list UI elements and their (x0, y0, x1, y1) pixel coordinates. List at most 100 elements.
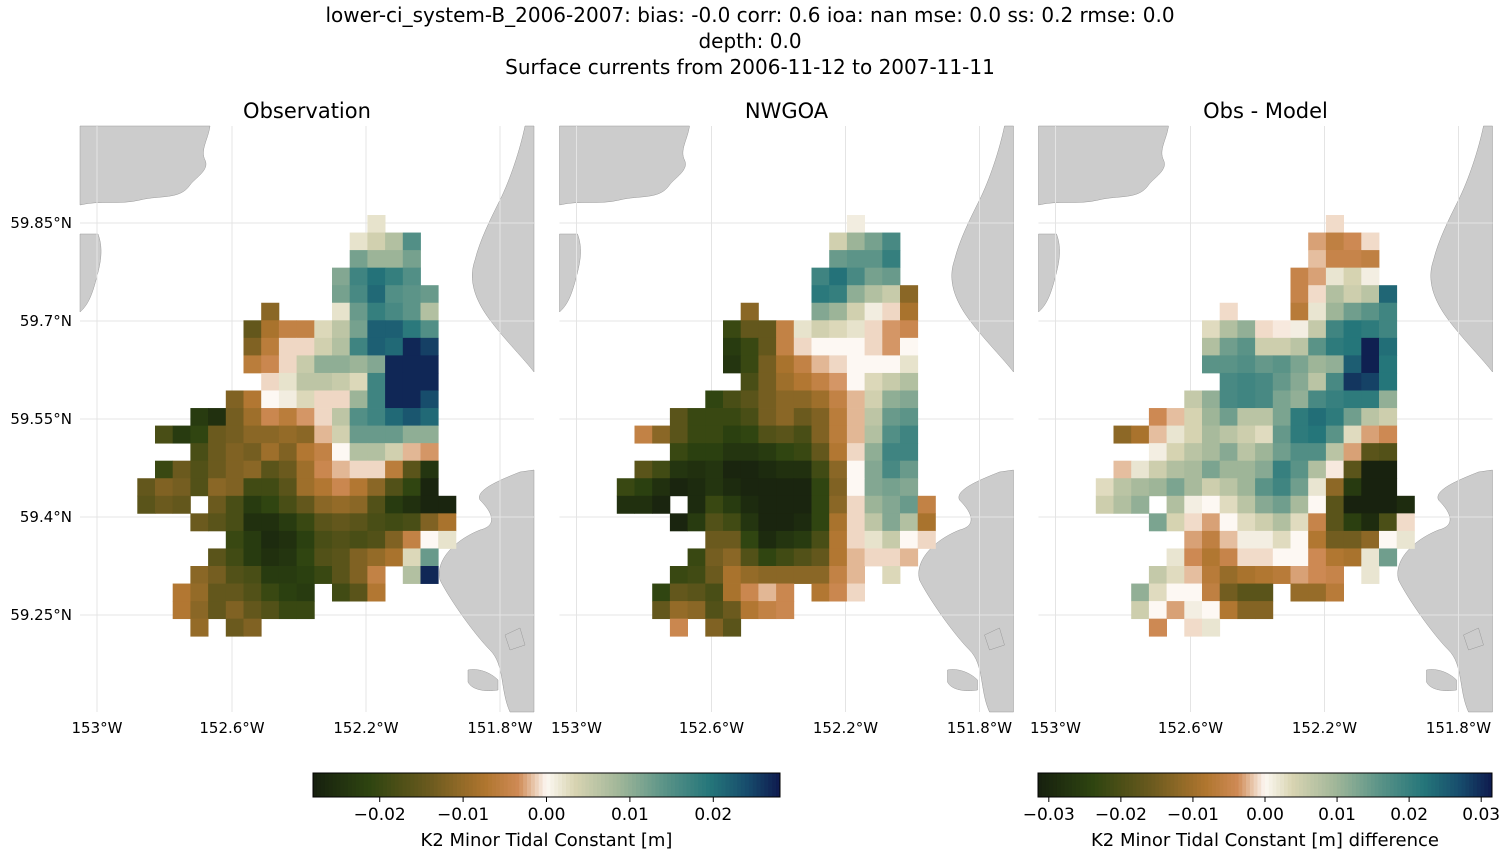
colorbar-segment (565, 773, 571, 797)
heatmap-cell (669, 478, 688, 497)
heatmap-cell (1325, 215, 1344, 233)
heatmap-cell (1361, 355, 1380, 374)
heatmap-cell (776, 478, 795, 497)
colorbar-segment (737, 773, 742, 797)
colorbar-segment (1189, 773, 1194, 797)
colorbar-tick-label: −0.02 (1095, 805, 1147, 825)
colorbar-segment (1321, 773, 1327, 797)
heatmap-cell (1131, 495, 1150, 514)
heatmap-cell (758, 548, 777, 567)
x-tick-label: 153°W (551, 719, 602, 737)
heatmap-cell (829, 408, 848, 426)
y-tick-label: 59.85°N (10, 214, 72, 232)
heatmap-cell (1237, 530, 1256, 549)
heatmap-cell (137, 495, 156, 514)
heatmap-cell (314, 390, 333, 409)
heatmap-cell (864, 302, 883, 321)
heatmap-cell (1255, 443, 1274, 462)
heatmap-cell (758, 408, 777, 426)
heatmap-cell (438, 513, 457, 532)
heatmap-cell (1255, 495, 1274, 514)
y-tick-label: 59.4°N (20, 508, 72, 526)
heatmap-cell (634, 495, 653, 514)
heatmap-cell (314, 513, 333, 532)
heatmap-cell (402, 530, 421, 549)
colorbar-segment (441, 773, 446, 797)
heatmap-cell (882, 302, 901, 321)
colorbar-segment (383, 773, 388, 797)
heatmap-cell (296, 583, 315, 602)
heatmap-cell (1184, 566, 1203, 584)
heatmap-cell (882, 337, 901, 356)
heatmap-cell (1113, 495, 1132, 514)
colorbar-segment (1227, 773, 1232, 797)
heatmap-cell (705, 618, 724, 637)
land-mass (79, 125, 211, 206)
heatmap-cell (332, 408, 351, 426)
heatmap-cell (687, 443, 706, 462)
heatmap-cell (705, 530, 724, 549)
heatmap-cell (1290, 320, 1309, 339)
heatmap-cell (1219, 530, 1238, 549)
heatmap-cell (296, 530, 315, 549)
heatmap-cell (1325, 267, 1344, 286)
heatmap-cell (1343, 250, 1362, 269)
land-mass (559, 125, 690, 206)
heatmap-cell (208, 566, 227, 584)
heatmap-cell (1202, 566, 1221, 584)
heatmap-cell (882, 425, 901, 444)
heatmap-cell (882, 548, 901, 567)
heatmap-cell (1396, 495, 1415, 514)
heatmap-cell (1202, 548, 1221, 567)
colorbar-segment (1431, 773, 1436, 797)
heatmap-cell (1308, 425, 1327, 444)
heatmap-cell (1361, 566, 1380, 584)
heatmap-cell (402, 250, 421, 269)
colorbar-segment (1476, 773, 1482, 797)
x-tick-label: 152.6°W (199, 719, 264, 737)
land-mass (1426, 669, 1457, 691)
colorbar-segment (628, 773, 633, 797)
heatmap-cell (420, 408, 439, 426)
heatmap-cell (687, 495, 706, 514)
colorbar-segment (748, 773, 754, 797)
heatmap-cell (296, 355, 315, 374)
heatmap-cell (1184, 601, 1203, 620)
colorbar-segment (453, 773, 458, 797)
colorbar-segment (1185, 773, 1190, 797)
panel-title: Observation (243, 99, 371, 123)
heatmap-cell (864, 355, 883, 374)
heatmap-cell (278, 408, 297, 426)
heatmap-cell (811, 443, 830, 462)
heatmap-cell (1184, 478, 1203, 497)
heatmap-cell (243, 566, 262, 584)
heatmap-cell (776, 390, 795, 409)
colorbar-segment (1386, 773, 1391, 797)
heatmap-cell (864, 372, 883, 391)
colorbar-segment (371, 773, 376, 797)
colorbar-segment (1215, 773, 1221, 797)
heatmap-cell (1148, 513, 1167, 532)
colorbar-segment (1295, 773, 1300, 797)
heatmap-cell (349, 460, 368, 479)
heatmap-cell (402, 566, 421, 584)
heatmap-cell (1379, 408, 1398, 426)
heatmap-cell (314, 460, 333, 479)
colorbar-segment (367, 773, 372, 797)
colorbar-segment (1109, 773, 1115, 797)
heatmap-cell (278, 548, 297, 567)
colorbar-segment (386, 773, 392, 797)
heatmap-cell (1290, 566, 1309, 584)
figure-title-line3: Surface currents from 2006-11-12 to 2007… (505, 55, 995, 79)
colorbar-segment (729, 773, 734, 797)
heatmap-cell (1219, 601, 1238, 620)
heatmap-cell (652, 478, 671, 497)
heatmap-cell (402, 495, 421, 514)
heatmap-cell (1237, 478, 1256, 497)
heatmap-cell (864, 267, 883, 286)
colorbar-segment (569, 773, 575, 797)
heatmap-cell (296, 390, 315, 409)
colorbar-segment (1412, 773, 1417, 797)
heatmap-cell (811, 390, 830, 409)
heatmap-cell (1308, 355, 1327, 374)
